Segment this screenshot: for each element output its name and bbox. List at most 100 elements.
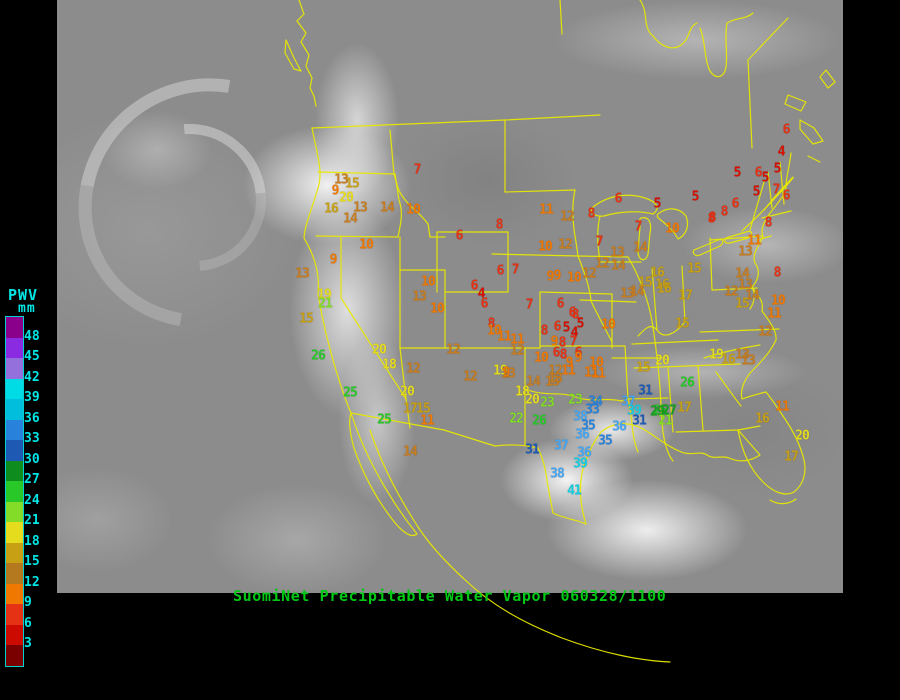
chesapeake-bay xyxy=(749,286,755,310)
legend-tick-label: 39 xyxy=(24,390,40,405)
pwv-station-value: 10 xyxy=(567,270,582,286)
state-line xyxy=(749,181,765,231)
state-line xyxy=(315,235,399,238)
legend-swatch xyxy=(6,317,23,338)
mississippi-river-line xyxy=(627,256,674,462)
pwv-station-value: 10 xyxy=(771,293,786,309)
texas-gulf-coast xyxy=(579,423,730,525)
us-west-coast-line xyxy=(303,127,352,414)
state-line xyxy=(681,265,686,323)
pwv-station-value: 21 xyxy=(318,296,333,312)
legend-swatch xyxy=(6,501,23,522)
state-line xyxy=(539,291,613,295)
state-line xyxy=(393,173,431,238)
legend-swatch xyxy=(6,378,23,399)
pwv-station-value: 15 xyxy=(416,401,431,417)
pwv-station-value: 5 xyxy=(562,320,571,336)
province-line xyxy=(559,0,563,35)
legend-swatch xyxy=(6,481,23,502)
pwv-station-value: 7 xyxy=(511,262,520,278)
long-island xyxy=(756,235,772,241)
state-line xyxy=(577,255,629,258)
pwv-station-value: 9 xyxy=(546,269,555,285)
pwv-station-value: 10 xyxy=(421,274,436,290)
lake-michigan xyxy=(637,217,652,261)
legend-swatch xyxy=(6,419,23,440)
pwv-station-value: 18 xyxy=(515,384,530,400)
pwv-station-value: 10 xyxy=(665,221,680,237)
pwv-station-value: 9 xyxy=(550,334,559,350)
pwv-station-value: 4 xyxy=(570,325,579,341)
pwv-station-value: 22 xyxy=(509,411,524,427)
pwv-station-value: 7 xyxy=(413,162,422,178)
gulf-of-california-coast xyxy=(369,429,464,579)
legend-swatch xyxy=(6,399,23,420)
pwv-station-value: 12 xyxy=(510,343,525,359)
pwv-station-value: 9 xyxy=(502,365,511,381)
pwv-station-value: 5 xyxy=(773,161,782,177)
legend-tick-label: 36 xyxy=(24,410,40,426)
pwv-station-value: 9 xyxy=(574,350,583,366)
pwv-station-value: 6 xyxy=(480,296,489,312)
pwv-station-value: 27 xyxy=(662,403,677,419)
pwv-station-value: 23 xyxy=(540,395,555,411)
state-line xyxy=(667,367,674,433)
pwv-station-value: 6 xyxy=(782,188,791,204)
pwv-station-value: 13 xyxy=(610,245,625,261)
pwv-station-value: 13 xyxy=(295,266,310,282)
pwv-station-value: 12 xyxy=(548,363,563,379)
pwv-station-value: 5 xyxy=(752,184,761,200)
pwv-station-value: 10 xyxy=(601,317,616,333)
pwv-station-value: 20 xyxy=(372,342,387,358)
maritimes-outlines xyxy=(763,69,836,211)
state-line xyxy=(767,161,785,209)
legend-unit: mm xyxy=(18,301,36,316)
legend-swatch xyxy=(6,645,23,666)
pwv-station-value: 10 xyxy=(589,355,604,371)
pwv-station-value: 10 xyxy=(359,237,374,253)
pwv-station-value: 11 xyxy=(591,366,606,382)
state-line xyxy=(577,255,613,343)
pwv-station-value: 41 xyxy=(567,483,582,499)
pwv-station-value: 16 xyxy=(657,281,672,297)
legend-tick-label: 42 xyxy=(24,369,40,385)
pwv-station-value: 12 xyxy=(558,237,573,253)
state-line xyxy=(651,267,658,331)
pwv-station-value: 20 xyxy=(795,428,810,444)
state-line xyxy=(761,210,792,219)
state-line xyxy=(491,253,579,257)
state-line xyxy=(699,328,780,333)
baja-outline xyxy=(348,412,418,537)
pwv-station-value: 20 xyxy=(339,190,354,206)
state-line xyxy=(631,339,719,345)
lake-erie xyxy=(692,239,724,257)
pwv-station-value: 10 xyxy=(538,239,553,255)
pwv-station-value: 20 xyxy=(525,392,540,408)
pwv-station-value: 6 xyxy=(614,191,623,207)
pwv-station-value: 13 xyxy=(738,277,753,293)
legend-title: PWV xyxy=(8,286,39,304)
pwv-station-value: 16 xyxy=(650,265,665,281)
pwv-station-value: 15 xyxy=(638,275,653,291)
pwv-station-value: 17 xyxy=(678,288,693,304)
state-line xyxy=(711,287,758,291)
pwv-station-value: 8 xyxy=(764,215,773,231)
pwv-station-value: 8 xyxy=(487,316,496,332)
legend-tick-label: 45 xyxy=(24,349,40,364)
legend-tick-label: 18 xyxy=(24,533,40,549)
pwv-station-value: 8 xyxy=(773,265,782,281)
state-line xyxy=(715,371,742,407)
pwv-station-value: 5 xyxy=(691,189,700,205)
pwv-station-value: 7 xyxy=(525,297,534,313)
pwv-station-value: 25 xyxy=(343,385,358,401)
pwv-station-value: 11 xyxy=(497,329,512,345)
pwv-station-value: 14 xyxy=(526,374,541,390)
pwv-station-value: 6 xyxy=(782,122,791,138)
pwv-station-value: 16 xyxy=(721,352,736,368)
ohio-river-line xyxy=(637,321,686,337)
legend-swatch xyxy=(6,460,23,481)
pwv-station-value: 35 xyxy=(598,433,613,449)
pwv-station-value: 11 xyxy=(561,363,576,379)
pwv-station-value: 11 xyxy=(767,306,782,322)
